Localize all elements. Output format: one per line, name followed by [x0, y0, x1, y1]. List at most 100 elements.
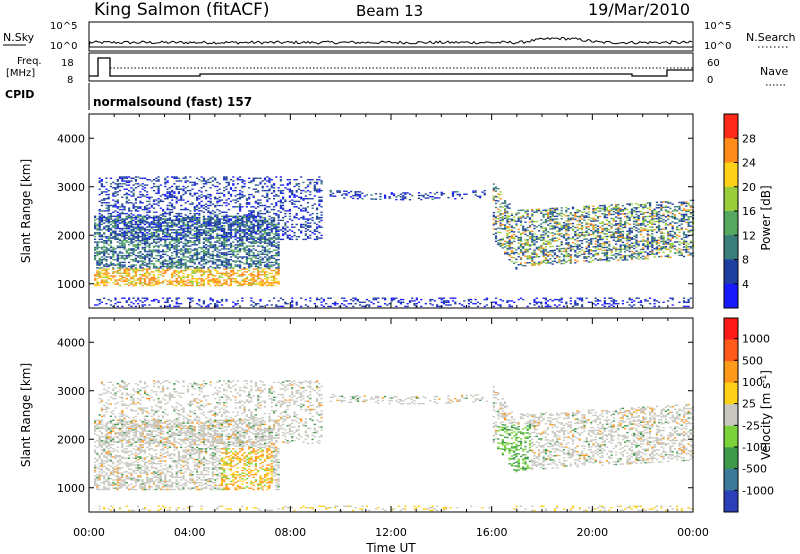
echo-cell	[137, 261, 140, 264]
echo-cell	[166, 245, 169, 247]
echo-cell	[261, 268, 264, 270]
echo-cell	[159, 257, 162, 260]
echo-cell	[229, 230, 233, 232]
echo-cell	[193, 227, 196, 230]
echo-cell	[112, 259, 115, 261]
echo-cell	[504, 246, 507, 248]
echo-cell	[114, 275, 117, 277]
echo-cell	[316, 188, 319, 190]
echo-cell	[116, 200, 119, 203]
echo-cell	[234, 219, 237, 222]
echo-cell	[531, 223, 534, 226]
echo-cell	[547, 255, 550, 257]
echo-cell	[239, 264, 242, 266]
echo-cell	[143, 274, 147, 276]
echo-cell	[100, 236, 103, 238]
echo-cell	[227, 219, 230, 221]
echo-cell	[123, 183, 126, 185]
echo-cell	[155, 267, 158, 269]
echo-cell	[558, 214, 561, 216]
echo-cell	[143, 206, 147, 208]
echo-cell	[125, 267, 128, 269]
echo-cell	[318, 189, 321, 192]
echo-cell	[544, 303, 547, 305]
echo-cell	[318, 179, 321, 181]
echo-cell	[168, 282, 171, 284]
echo-cell	[186, 222, 190, 224]
echo-cell	[218, 259, 221, 261]
echo-cell	[340, 194, 344, 196]
echo-cell	[100, 263, 103, 265]
echo-cell	[252, 268, 255, 270]
echo-cell	[186, 284, 190, 287]
echo-cell	[225, 241, 228, 243]
echo-cell	[116, 215, 119, 217]
echo-cell	[123, 264, 126, 266]
echo-cell	[109, 221, 113, 223]
echo-cell	[229, 269, 233, 272]
echo-cell	[465, 193, 468, 195]
echo-cell	[248, 249, 251, 251]
echo-cell	[261, 269, 264, 272]
echo-cell	[162, 264, 165, 266]
echo-cell	[159, 223, 162, 226]
echo-cell	[164, 225, 167, 227]
echo-cell	[239, 203, 242, 205]
echo-cell	[227, 229, 230, 231]
echo-cell	[508, 238, 511, 241]
echo-cell	[531, 241, 534, 243]
echo-cell	[313, 238, 316, 241]
echo-cell	[141, 240, 144, 242]
echo-cell	[259, 260, 262, 262]
echo-cell	[538, 238, 541, 240]
echo-cell	[143, 300, 147, 302]
echo-cell	[182, 269, 185, 272]
echo-cell	[193, 226, 196, 228]
echo-cell	[164, 238, 167, 240]
echo-cell	[531, 264, 534, 266]
echo-cell	[137, 278, 140, 280]
echo-cell	[137, 216, 140, 219]
echo-cell	[196, 230, 199, 232]
echo-cell	[279, 180, 282, 182]
echo-cell	[121, 211, 124, 213]
echo-cell	[442, 297, 445, 299]
echo-cell	[139, 223, 142, 226]
echo-cell	[128, 244, 131, 246]
echo-cell	[214, 204, 217, 207]
echo-cell	[549, 251, 552, 253]
echo-cell	[234, 215, 237, 218]
echo-cell	[125, 252, 128, 254]
echo-cell	[519, 246, 523, 248]
echo-cell	[137, 240, 140, 242]
echo-cell	[318, 200, 321, 203]
echo-cell	[454, 191, 457, 193]
echo-cell	[250, 274, 253, 276]
echo-cell	[302, 217, 305, 219]
echo-cell	[157, 268, 160, 270]
echo-cell	[146, 238, 149, 240]
echo-cell	[189, 210, 192, 212]
echo-cell	[186, 240, 190, 242]
echo-cell	[302, 199, 305, 201]
echo-cell	[569, 250, 572, 252]
echo-cell	[254, 240, 257, 242]
echo-cell	[288, 215, 291, 218]
echo-cell	[560, 226, 563, 228]
echo-cell	[227, 244, 230, 246]
echo-cell	[320, 219, 323, 222]
echo-cell	[171, 260, 174, 262]
echo-cell	[567, 229, 570, 232]
echo-cell	[114, 210, 117, 212]
echo-cell	[157, 237, 160, 239]
echo-cell	[191, 275, 194, 277]
echo-cell	[193, 240, 196, 242]
echo-cell	[295, 191, 298, 193]
echo-cell	[547, 220, 550, 222]
echo-cell	[347, 303, 350, 305]
echo-cell	[266, 279, 269, 281]
echo-cell	[155, 260, 158, 262]
echo-cell	[175, 177, 178, 179]
echo-cell	[533, 235, 536, 238]
echo-cell	[146, 237, 149, 239]
